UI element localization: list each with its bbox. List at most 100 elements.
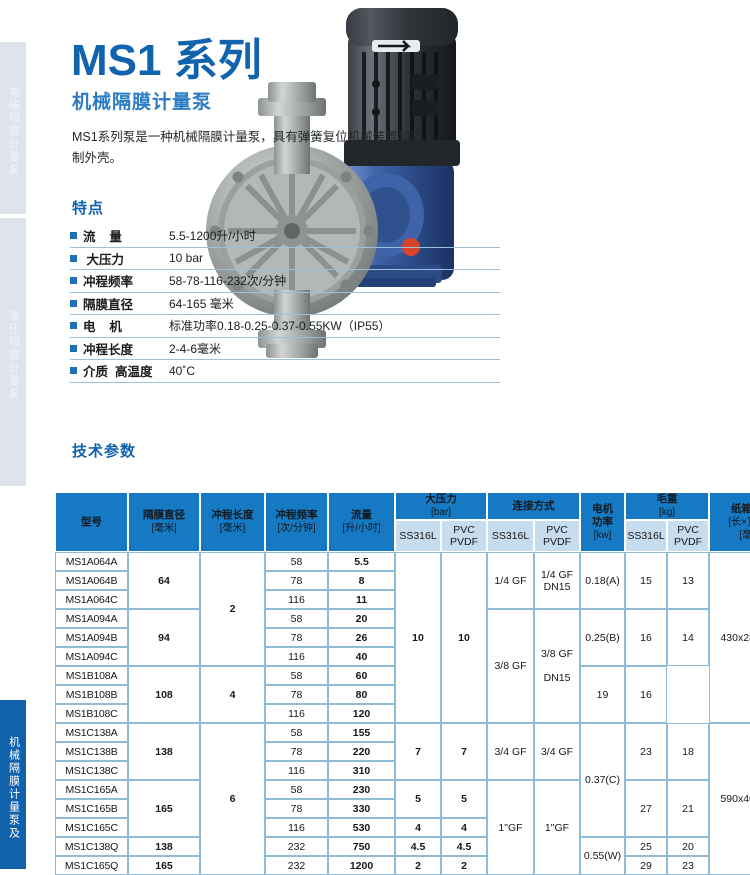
cell-frequency: 116 bbox=[265, 761, 328, 780]
table-row: MS1C165C 116 530 4 4 bbox=[55, 818, 750, 837]
feature-label: 隔膜直径 bbox=[83, 297, 134, 312]
cell-motor-power: 0.18(A) bbox=[580, 552, 625, 609]
cell-pressure-pvc: 2 bbox=[441, 856, 487, 875]
cell-model: MS1B108A bbox=[55, 666, 128, 685]
cell-diaphragm: 138 bbox=[128, 723, 200, 780]
cell-frequency: 58 bbox=[265, 780, 328, 799]
sidebar-item-label: 电磁隔膜计量泵 bbox=[7, 85, 20, 177]
cell-model: MS1C138B bbox=[55, 742, 128, 761]
cell-pressure-ss: 5 bbox=[395, 780, 441, 818]
col-model: 型号 bbox=[55, 492, 128, 552]
page-title: MS1 系列 bbox=[71, 36, 262, 85]
spec-table: 型号 隔膜直径 [毫米] 冲程长度 [毫米] 冲程频率 [次/分钟] 流量 [升… bbox=[55, 492, 750, 875]
sidebar-item-mechanical-pump[interactable]: 机械隔膜计量泵及 bbox=[0, 700, 26, 869]
feature-row: 冲程频率 58-78-116-232次/分钟 bbox=[70, 270, 500, 293]
cell-model: MS1A094C bbox=[55, 647, 128, 666]
col-connection-pvc-pvdf: PVC PVDF bbox=[534, 520, 580, 552]
table-row: MS1B108C 116 120 bbox=[55, 704, 750, 723]
feature-value: 10 bar bbox=[169, 251, 204, 266]
cell-model: MS1B108B bbox=[55, 685, 128, 704]
cell-stroke-length: 4 bbox=[200, 666, 265, 723]
table-row: MS1A064C 116 11 bbox=[55, 590, 750, 609]
feature-label: 介质 高温度 bbox=[83, 365, 153, 380]
feature-row: 电 机 标准功率0.18-0.25-0.37-0.55KW（IP55） bbox=[70, 315, 500, 338]
col-pressure-pvc-pvdf: PVC PVDF bbox=[441, 520, 487, 552]
cell-flow: 310 bbox=[328, 761, 395, 780]
sidebar-item-hydraulic-pump[interactable]: 液压隔膜计量泵 bbox=[0, 218, 26, 486]
table-row: MS1A094B 78 26 bbox=[55, 628, 750, 647]
cell-carton: 430x280x530 bbox=[709, 552, 750, 723]
cell-flow: 155 bbox=[328, 723, 395, 742]
table-row: MS1C138C 116 310 bbox=[55, 761, 750, 780]
cell-frequency: 78 bbox=[265, 628, 328, 647]
cell-weight-ss: 27 bbox=[625, 780, 667, 837]
table-row: MS1A064A 64 2 58 5.5 10 10 1/4 GF 1/4 GF… bbox=[55, 552, 750, 723]
table-row: MS1C165Q 165 232 1200 2 2 29 23 bbox=[55, 856, 750, 875]
cell-model: MS1C165A bbox=[55, 780, 128, 799]
cell-frequency: 78 bbox=[265, 742, 328, 761]
cell-frequency: 58 bbox=[265, 723, 328, 742]
cell-diaphragm: 138 bbox=[128, 837, 200, 856]
cell-flow: 1200 bbox=[328, 856, 395, 875]
table-row: MS1C165A 165 58 230 5 5 1"GF 1"GF 27 21 bbox=[55, 780, 750, 875]
cell-motor-power: 0.37(C) bbox=[580, 723, 625, 837]
square-bullet-icon bbox=[70, 322, 77, 330]
cell-model: MS1A094A bbox=[55, 609, 128, 628]
cell-pressure-ss: 10 bbox=[395, 552, 441, 723]
square-bullet-icon bbox=[70, 254, 77, 262]
cell-weight-pvc: 23 bbox=[667, 856, 709, 875]
cell-frequency: 232 bbox=[265, 837, 328, 856]
table-row: MS1A064B 78 8 bbox=[55, 571, 750, 590]
col-weight-pvc-pvdf: PVC PVDF bbox=[667, 520, 709, 552]
square-bullet-icon bbox=[70, 344, 77, 352]
cell-pressure-pvc: 5 bbox=[441, 780, 487, 818]
cell-pressure-ss: 4 bbox=[395, 818, 441, 837]
col-motor-power: 电机 功率 [kw] bbox=[580, 492, 625, 552]
cell-flow: 220 bbox=[328, 742, 395, 761]
cell-flow: 750 bbox=[328, 837, 395, 856]
features-list: 流 量 5.5-1200升/小时 大压力 10 bar 冲程频率 58-78-1… bbox=[70, 225, 500, 383]
cell-weight-ss: 15 bbox=[625, 552, 667, 609]
cell-flow: 330 bbox=[328, 799, 395, 818]
feature-row: 流 量 5.5-1200升/小时 bbox=[70, 225, 500, 248]
cell-weight-pvc: 14 bbox=[667, 609, 709, 666]
col-flow: 流量 [升/小时] bbox=[328, 492, 395, 552]
cell-flow: 26 bbox=[328, 628, 395, 647]
hero-section: MS1 系列 机械隔膜计量泵 MS1系列泵是一种机械隔膜计量泵，具有弹簧复位机械… bbox=[26, 0, 750, 569]
col-pressure-ss316l: SS316L bbox=[395, 520, 441, 552]
cell-weight-pvc: 18 bbox=[667, 723, 709, 780]
cell-diaphragm: 165 bbox=[128, 856, 200, 875]
cell-connection-pvc: 3/8 GF DN15 bbox=[534, 609, 580, 723]
table-row: MS1B108B 78 80 bbox=[55, 685, 750, 704]
cell-flow: 40 bbox=[328, 647, 395, 666]
feature-label: 冲程长度 bbox=[83, 342, 134, 357]
feature-value: 5.5-1200升/小时 bbox=[169, 229, 256, 244]
feature-row: 介质 高温度 40˚C bbox=[70, 360, 500, 383]
cell-frequency: 232 bbox=[265, 856, 328, 875]
cell-weight-pvc: 16 bbox=[625, 666, 667, 723]
spec-heading: 技术参数 bbox=[72, 443, 137, 460]
feature-value: 标准功率0.18-0.25-0.37-0.55KW（IP55） bbox=[169, 319, 391, 334]
sidebar-item-electromagnetic-pump[interactable]: 电磁隔膜计量泵 bbox=[0, 42, 26, 214]
cell-diaphragm: 94 bbox=[128, 609, 200, 666]
feature-label: 冲程频率 bbox=[83, 275, 134, 290]
cell-connection-ss: 1/4 GF bbox=[487, 552, 534, 609]
cell-motor-power: 0.55(W) bbox=[580, 837, 625, 875]
page-subtitle: 机械隔膜计量泵 bbox=[72, 92, 213, 113]
feature-label: 电 机 bbox=[83, 320, 122, 335]
cell-weight-ss: 29 bbox=[625, 856, 667, 875]
cell-frequency: 58 bbox=[265, 666, 328, 685]
cell-frequency: 116 bbox=[265, 647, 328, 666]
table-row: MS1A094A 94 58 20 3/8 GF 3/8 GF DN15 0.2… bbox=[55, 609, 750, 723]
sidebar-item-label: 液压隔膜计量泵 bbox=[7, 309, 20, 401]
cell-model: MS1C165B bbox=[55, 799, 128, 818]
cell-model: MS1C138C bbox=[55, 761, 128, 780]
cell-frequency: 116 bbox=[265, 590, 328, 609]
cell-flow: 5.5 bbox=[328, 552, 395, 571]
col-stroke-frequency: 冲程频率 [次/分钟] bbox=[265, 492, 328, 552]
cell-pressure-ss: 2 bbox=[395, 856, 441, 875]
feature-row: 隔膜直径 64-165 毫米 bbox=[70, 293, 500, 315]
cell-connection-pvc: 1"GF bbox=[534, 780, 580, 875]
table-row: MS1C138Q 138 232 750 4.5 4.5 0.55(W) 25 … bbox=[55, 837, 750, 875]
cell-weight-ss: 23 bbox=[625, 723, 667, 780]
